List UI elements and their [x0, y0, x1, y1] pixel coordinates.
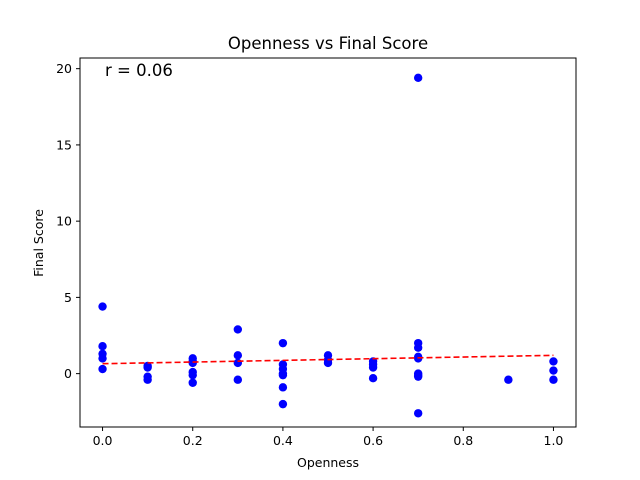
y-tick-label: 0 — [64, 366, 72, 381]
plot-area — [98, 73, 558, 418]
data-point — [413, 409, 423, 418]
data-point — [98, 364, 107, 374]
data-point — [98, 354, 107, 363]
data-point — [233, 358, 243, 368]
chart-title: Openness vs Final Score — [228, 34, 428, 53]
data-point — [143, 375, 152, 384]
x-tick-label: 0.4 — [273, 433, 293, 448]
data-point — [143, 363, 152, 372]
data-point — [233, 325, 243, 334]
x-axis-label: Openness — [297, 455, 359, 470]
data-point — [98, 341, 107, 351]
data-point — [368, 374, 378, 383]
data-point — [98, 302, 107, 311]
data-point — [278, 338, 288, 348]
data-point — [323, 358, 333, 368]
trend-line — [102, 354, 554, 365]
data-point — [233, 351, 243, 360]
data-point — [278, 383, 288, 392]
y-tick-label: 20 — [56, 61, 72, 76]
x-tick-label: 1.0 — [544, 433, 564, 448]
y-tick-label: 15 — [56, 137, 72, 152]
correlation-annotation: r = 0.06 — [105, 61, 173, 80]
data-point — [188, 370, 197, 380]
data-point — [278, 399, 288, 409]
data-point — [413, 343, 423, 352]
x-tick-label: 0.6 — [363, 433, 383, 448]
data-point — [413, 73, 423, 83]
data-point — [549, 357, 558, 366]
data-point — [278, 370, 288, 380]
x-tick-label: 0.0 — [93, 433, 113, 448]
data-point — [549, 366, 558, 375]
y-axis-label: Final Score — [31, 209, 46, 277]
data-point — [413, 372, 423, 381]
data-point — [549, 375, 558, 384]
y-axis-ticks: 0 5 10 15 20 — [56, 61, 80, 381]
data-point — [368, 363, 378, 372]
axes-frame — [79, 57, 577, 428]
y-tick-label: 10 — [56, 214, 72, 229]
x-axis-ticks: 0.0 0.2 0.4 0.6 0.8 1.0 — [93, 427, 564, 448]
data-point — [233, 375, 243, 384]
data-point — [188, 378, 197, 387]
x-tick-label: 0.2 — [183, 433, 203, 448]
x-tick-label: 0.8 — [453, 433, 473, 448]
y-tick-label: 5 — [64, 290, 72, 305]
data-point — [504, 375, 513, 384]
